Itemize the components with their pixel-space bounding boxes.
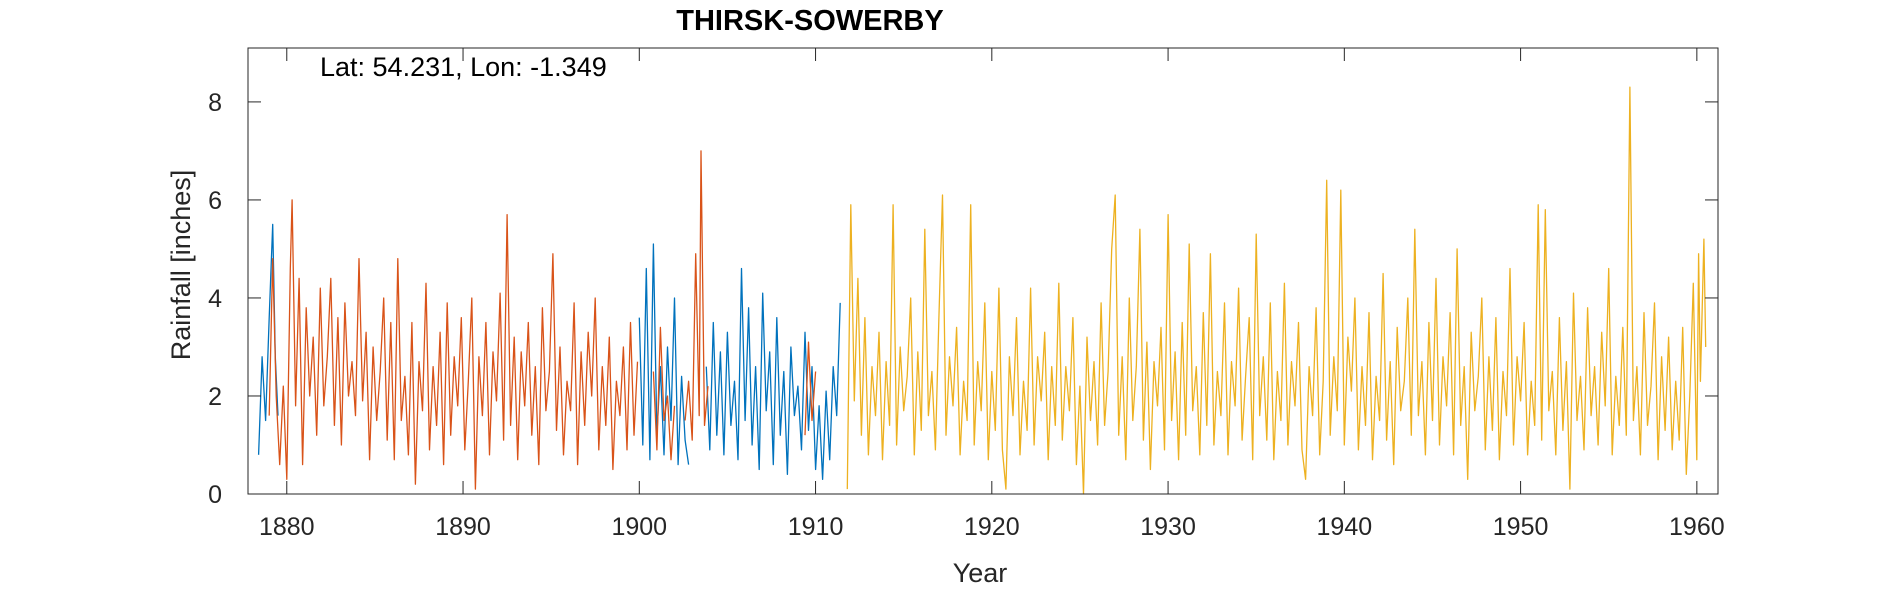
chart-title: THIRSK-SOWERBY (676, 5, 943, 37)
x-tick-label-1940: 1940 (1317, 513, 1373, 541)
series-2-line-1 (268, 199, 639, 490)
y-tick-label-8: 8 (208, 89, 222, 117)
x-tick-label-1950: 1950 (1493, 513, 1549, 541)
x-tick-label-1930: 1930 (1140, 513, 1196, 541)
y-tick-label-0: 0 (208, 481, 222, 509)
series-2-line-3 (684, 150, 709, 441)
y-tick-label-4: 4 (208, 285, 222, 313)
series-3-line-1 (846, 86, 1707, 495)
y-axis-label: Rainfall [inches] (166, 170, 196, 361)
y-tick-label-2: 2 (208, 383, 222, 411)
x-tick-label-1910: 1910 (788, 513, 844, 541)
x-tick-label-1920: 1920 (964, 513, 1020, 541)
series-1-line-3 (705, 267, 841, 480)
series-2-line-2 (652, 326, 676, 461)
series-1-line-2 (638, 243, 690, 466)
x-tick-label-1880: 1880 (259, 513, 315, 541)
x-tick-label-1900: 1900 (611, 513, 667, 541)
x-tick-label-1890: 1890 (435, 513, 491, 541)
plot-area: 1880 1890 1900 1910 1920 1930 1940 1950 1960 0 2 4 6… (208, 47, 1725, 541)
x-tick-label-1960: 1960 (1669, 513, 1725, 541)
y-tick-label-6: 6 (208, 187, 222, 215)
location-annotation: Lat: 54.231, Lon: -1.349 (320, 52, 607, 82)
axes-box (247, 47, 1719, 495)
series-2-line-4 (804, 341, 817, 436)
x-axis-label: Year (953, 558, 1008, 588)
